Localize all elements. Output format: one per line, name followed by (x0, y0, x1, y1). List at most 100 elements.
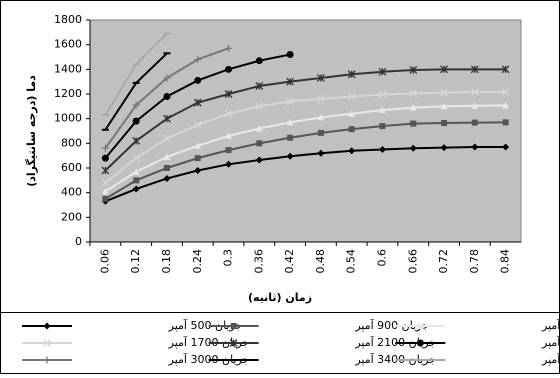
x-tick-label: 0.06 (98, 249, 111, 274)
x-tick-label: 0.42 (283, 249, 296, 274)
y-tick-label: 0 (75, 235, 82, 248)
marker (101, 187, 109, 195)
marker (194, 55, 202, 63)
y-tick-label: 200 (61, 210, 82, 223)
marker (501, 87, 510, 96)
legend-label: جریان 500 آمپر (168, 318, 243, 332)
marker (132, 136, 141, 145)
marker (470, 88, 479, 97)
marker (378, 67, 387, 76)
legend-marker (43, 356, 51, 364)
legend-label: جریان 3400 آمپر (354, 352, 436, 366)
marker (101, 144, 109, 152)
legend-marker (43, 322, 51, 330)
marker (132, 185, 140, 193)
marker (317, 113, 325, 121)
marker (409, 89, 418, 98)
marker (440, 88, 448, 97)
marker (316, 94, 325, 103)
marker (224, 90, 233, 98)
marker (193, 98, 202, 107)
legend-label: جریان 1700 آمپر (168, 335, 250, 349)
marker (501, 65, 510, 74)
y-tick-label: 600 (61, 161, 82, 174)
plot-area (89, 19, 522, 243)
x-tick-label: 0.3 (222, 249, 235, 267)
x-tick-label: 0.6 (375, 249, 388, 267)
marker (378, 146, 386, 153)
y-tick-label: 1800 (54, 13, 82, 26)
x-tick-label: 0.78 (468, 249, 481, 274)
legend-marker (416, 339, 424, 347)
x-tick-label: 0.18 (160, 249, 173, 274)
marker (286, 152, 294, 160)
line (104, 68, 506, 172)
marker (471, 119, 478, 126)
marker (225, 147, 232, 154)
marker (163, 92, 171, 100)
marker (441, 119, 448, 126)
marker (256, 140, 263, 147)
marker (225, 65, 233, 73)
legend-marker (229, 339, 238, 347)
marker (347, 92, 356, 101)
x-tick-label: 0.48 (314, 249, 327, 274)
marker (132, 117, 140, 125)
marker (132, 168, 140, 175)
marker (163, 74, 171, 82)
legend-marker (43, 339, 51, 347)
marker (163, 174, 171, 182)
marker (163, 153, 171, 160)
marker (194, 155, 201, 162)
line (104, 104, 506, 193)
marker (194, 142, 202, 149)
marker (287, 134, 294, 141)
marker (440, 102, 448, 110)
marker (101, 154, 109, 162)
y-tick-label: 800 (61, 136, 82, 149)
marker (502, 143, 510, 151)
marker (132, 154, 141, 163)
marker (255, 125, 263, 132)
marker (378, 90, 387, 99)
legend-label: جریان 1300 آمپر (541, 318, 560, 332)
marker (409, 144, 417, 152)
marker (317, 149, 325, 157)
legend-label: جریان 3700 آمپر (541, 352, 560, 366)
marker (163, 165, 170, 171)
marker (225, 160, 233, 168)
legend-label: جریان 2100 آمپر (354, 335, 436, 349)
marker (379, 123, 386, 130)
marker (133, 177, 140, 184)
marker (193, 120, 202, 129)
line (104, 90, 506, 184)
marker (348, 126, 355, 133)
marker (101, 178, 110, 187)
x-tick-label: 0.12 (129, 249, 142, 274)
marker (471, 143, 479, 151)
marker (255, 57, 263, 65)
y-axis-title: دما (درجه سانتیگراد) (25, 75, 38, 187)
marker (316, 74, 325, 82)
y-tick-label: 1200 (54, 87, 82, 100)
marker (348, 147, 356, 155)
marker (471, 102, 479, 109)
legend-label: جریان 3000 آمپر (168, 352, 250, 366)
x-tick-label: 0.54 (345, 249, 358, 274)
marker (317, 129, 324, 136)
marker (255, 102, 264, 111)
marker (378, 106, 386, 114)
x-tick-label: 0.24 (191, 249, 204, 274)
marker (286, 77, 295, 86)
y-tick-label: 1600 (54, 38, 82, 51)
x-tick-label: 0.72 (437, 249, 450, 274)
legend-label: جریان 2500 آمپر (541, 335, 560, 349)
y-tick-label: 1000 (54, 112, 82, 125)
marker (409, 65, 418, 74)
marker (224, 109, 233, 118)
marker (440, 144, 448, 152)
marker (194, 166, 202, 174)
marker (347, 70, 356, 79)
legend-label: جریان 900 آمپر (354, 318, 429, 332)
